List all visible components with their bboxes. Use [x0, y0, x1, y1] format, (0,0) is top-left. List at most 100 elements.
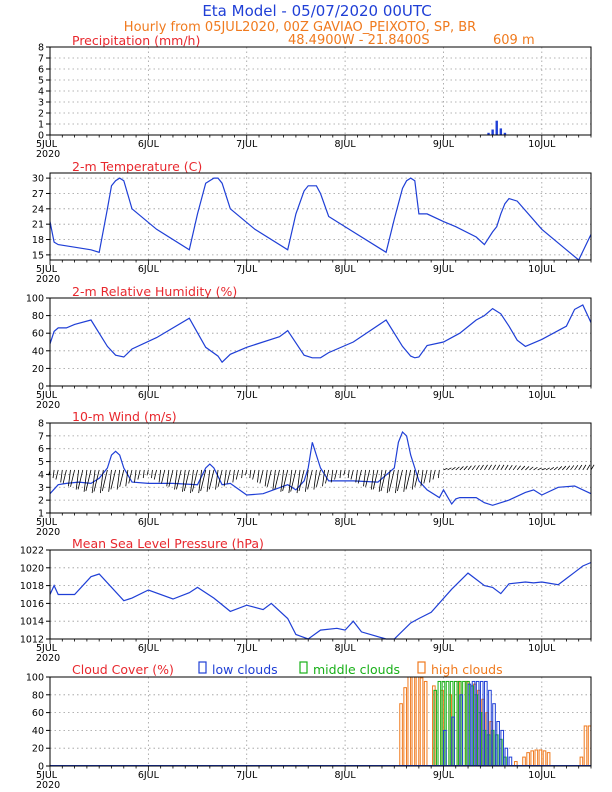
wind-plot-frame [49, 422, 592, 514]
wind-ytick-label: 3 [38, 483, 44, 494]
wind-direction-arrow [119, 469, 125, 487]
wind-direction-arrow [290, 469, 297, 492]
wind-direction-arrow [223, 469, 227, 487]
temperature-panel: 2-m Temperature (C) 15 18 21 24 27 30 5JUL 6JUL… [32, 159, 592, 285]
wind-direction-arrow [249, 469, 252, 479]
wind-direction-arrow [70, 469, 75, 487]
wind-direction-arrow [566, 465, 571, 471]
high-cloud-bar [579, 756, 584, 767]
middle-clouds-legend-label: middle clouds [313, 662, 400, 677]
chart-subtitle: Hourly from 05JUL2020, 00Z GAVIAO_PEIXOT… [124, 20, 476, 35]
wind-direction-arrow [370, 469, 375, 490]
cloud-cover-panel: Cloud Cover (%) low clouds middle clouds… [26, 661, 592, 791]
wind-direction-arrow [378, 469, 383, 492]
rh-ytick-label: 60 [32, 329, 44, 340]
humidity-title: 2-m Relative Humidity (%) [72, 284, 237, 299]
wind-direction-arrow [447, 467, 452, 471]
wind-direction-arrow [208, 469, 215, 490]
wind-direction-arrow [347, 469, 350, 479]
wind-panel: 10-m Wind (m/s) 1 2 3 4 5 6 78 5JUL 6JUL 7JUL 8JUL… [36, 409, 595, 538]
wind-direction-arrow [553, 466, 559, 471]
low-cloud-bar [508, 756, 513, 767]
wind-direction-arrow [52, 469, 55, 479]
wind-direction-arrow [60, 469, 63, 483]
rh-xtick-label: 6JUL [138, 390, 160, 401]
rh-xtick-label: 10JUL [528, 390, 556, 401]
temp-plot-frame [49, 172, 592, 261]
wind-direction-arrow [420, 469, 424, 487]
wind-xtick-label: 5JUL [36, 517, 58, 528]
wind-direction-arrow [405, 469, 412, 490]
wind-direction-arrow [259, 469, 264, 484]
wind-direction-arrow [134, 469, 137, 483]
low-clouds-legend-label: low clouds [212, 662, 278, 677]
wind-direction-arrow [206, 469, 211, 492]
wind-direction-arrow [432, 469, 436, 480]
middle-clouds-legend-swatch [299, 661, 308, 674]
wind-direction-arrow [386, 469, 391, 494]
precip-xtick-label: 6JUL [138, 139, 160, 150]
wind-direction-arrow [252, 469, 256, 480]
mslp-ytick-label: 1018 [20, 581, 44, 592]
pressure-panel: Mean Sea Level Pressure (hPa) 1012 1014 10… [20, 536, 592, 664]
cloud-ytick-label: 100 [26, 673, 44, 684]
wind-direction-arrow [512, 465, 517, 471]
cloud-xtick-label: 10JUL [528, 770, 556, 781]
wind-xtick-label: 9JUL [433, 517, 455, 528]
temp-ytick-label: 30 [32, 174, 44, 185]
wind-direction-arrow [380, 469, 387, 492]
wind-xtick-label: 8JUL [335, 517, 357, 528]
wind-direction-arrow [91, 469, 96, 494]
wind-direction-arrow [492, 464, 497, 471]
wind-direction-arrow [161, 469, 166, 484]
wind-direction-arrow [334, 469, 338, 480]
wind-xtick-label: 7JUL [236, 517, 258, 528]
wind-direction-arrow [488, 464, 492, 471]
precip-ytick-label: 7 [38, 54, 44, 65]
temp-ytick-label: 15 [32, 250, 44, 261]
wind-direction-arrow [504, 464, 509, 471]
precip-ytick-label: 3 [38, 98, 44, 109]
wind-ytick-label: 6 [38, 444, 44, 455]
wind-direction-arrow [388, 469, 395, 492]
temp-year-label: 2020 [36, 274, 60, 285]
wind-direction-arrow [586, 464, 591, 471]
precip-ytick-label: 6 [38, 65, 44, 76]
precip-year-label: 2020 [36, 149, 60, 160]
wind-direction-arrow [463, 465, 468, 471]
wind-ytick-label: 1 [38, 509, 44, 520]
wind-direction-arrow [176, 469, 182, 490]
precip-bar [503, 132, 507, 135]
wind-xtick-label: 10JUL [528, 517, 556, 528]
high-cloud-bar [399, 703, 403, 767]
precip-xtick-label: 7JUL [236, 139, 258, 150]
wind-direction-arrow [85, 469, 92, 492]
station-elevation: 609 m [493, 33, 535, 48]
chart-title: Eta Model - 05/07/2020 00UTC [202, 2, 431, 20]
wind-direction-arrow [350, 469, 354, 480]
wind-direction-arrow [541, 467, 546, 471]
wind-direction-arrow [200, 469, 207, 492]
temp-xtick-label: 10JUL [528, 264, 556, 275]
wind-direction-arrow [355, 469, 358, 483]
wind-direction-arrow [533, 467, 538, 471]
wind-direction-arrow [330, 469, 334, 483]
wind-xtick-label: 6JUL [138, 517, 160, 528]
wind-direction-arrow [578, 464, 583, 471]
wind-direction-arrow [99, 469, 104, 494]
wind-direction-arrow [257, 469, 260, 483]
wind-direction-arrow [245, 469, 248, 476]
wind-direction-arrow [128, 469, 133, 484]
wind-direction-arrow [363, 469, 366, 487]
wind-direction-arrow [235, 469, 239, 480]
high-cloud-bar [534, 749, 539, 767]
wind-direction-arrow [280, 469, 285, 492]
wind-direction-arrow [508, 464, 513, 471]
wind-direction-arrow [217, 469, 223, 487]
precip-plot-frame [49, 46, 592, 136]
wind-direction-arrow [496, 464, 501, 471]
high-cloud-bar [411, 676, 416, 767]
precip-ytick-label: 0 [38, 131, 44, 142]
high-cloud-bar [542, 750, 547, 767]
